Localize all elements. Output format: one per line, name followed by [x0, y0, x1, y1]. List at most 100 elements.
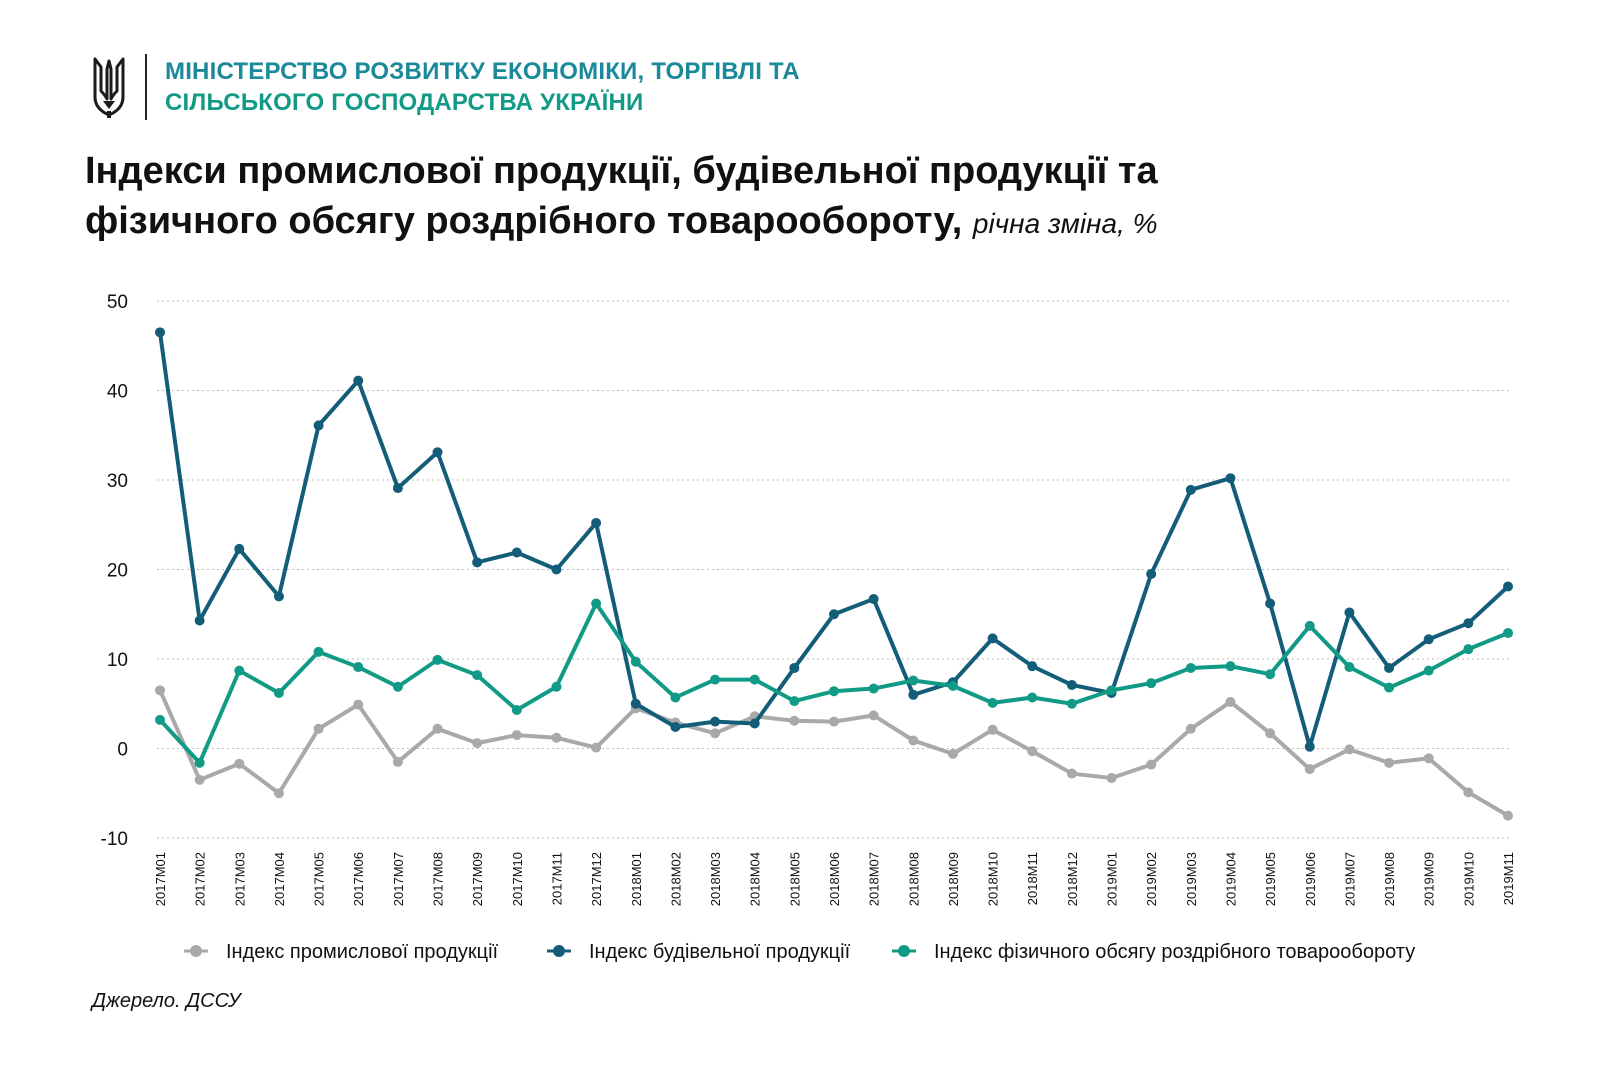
x-tick-label: 2019M07: [1342, 852, 1357, 906]
y-tick-label: 20: [107, 561, 128, 582]
x-tick-label: 2017M08: [431, 852, 446, 906]
x-tick-label: 2018M03: [708, 852, 723, 906]
x-tick-label: 2017M10: [510, 852, 525, 906]
data-point: [1146, 759, 1157, 770]
data-point: [353, 375, 364, 386]
data-point: [789, 715, 800, 726]
x-tick-label: 2019M10: [1461, 852, 1476, 906]
x-tick-label: 2018M09: [946, 852, 961, 906]
x-tick-label: 2018M11: [1025, 852, 1040, 905]
data-point: [1423, 753, 1434, 764]
series-1: [155, 685, 1513, 821]
data-point: [908, 675, 919, 686]
data-point: [551, 732, 562, 743]
x-tick-label: 2019M05: [1263, 852, 1278, 906]
data-point: [591, 598, 602, 609]
data-point: [1304, 764, 1315, 775]
data-point: [1265, 728, 1276, 739]
data-point: [511, 730, 522, 741]
data-point: [1503, 810, 1513, 821]
data-point: [868, 683, 879, 694]
data-point: [234, 543, 245, 554]
title-line-2: фізичного обсягу роздрібного товарооборо…: [85, 196, 1565, 249]
gridlines: [157, 300, 1510, 839]
data-point: [1463, 618, 1474, 629]
x-tick-label: 2019M04: [1223, 852, 1238, 906]
y-tick-label: 50: [107, 292, 128, 313]
data-point: [789, 662, 800, 673]
x-tick-label: 2017M04: [272, 852, 287, 906]
data-point: [987, 724, 998, 735]
x-tick-label: 2018M07: [867, 852, 882, 906]
data-point: [1384, 757, 1395, 768]
y-tick-label: 40: [107, 382, 128, 403]
x-tick-label: 2017M01: [153, 852, 168, 906]
data-point: [1185, 723, 1196, 734]
series-3: [155, 598, 1513, 768]
data-point: [947, 748, 958, 759]
x-tick-label: 2018M12: [1065, 852, 1080, 906]
x-tick-label: 2018M04: [748, 852, 763, 906]
x-tick-label: 2017M12: [589, 852, 604, 906]
x-tick-label: 2019M06: [1303, 852, 1318, 906]
ministry-line-2: СІЛЬСЬКОГО ГОСПОДАРСТВА УКРАЇНИ: [165, 89, 644, 116]
data-point: [313, 646, 324, 657]
data-point: [1503, 628, 1513, 639]
header-divider: [145, 54, 147, 120]
data-point: [1384, 662, 1395, 673]
x-tick-label: 2019M01: [1105, 852, 1120, 906]
legend-item-3: Індекс фізичного обсягу роздрібного това…: [892, 941, 1415, 963]
data-point: [432, 447, 443, 458]
data-point: [947, 680, 958, 691]
legend-label: Індекс будівельної продукції: [589, 941, 851, 963]
data-point: [234, 665, 245, 676]
data-point: [987, 633, 998, 644]
x-tick-label: 2019M09: [1422, 852, 1437, 906]
data-point: [829, 716, 839, 727]
data-point: [1423, 665, 1434, 676]
data-point: [273, 591, 284, 602]
data-point: [1304, 741, 1315, 752]
source-note: Джерело. ДССУ: [92, 990, 241, 1012]
data-point: [749, 674, 760, 685]
data-point: [1027, 661, 1038, 672]
data-point: [1225, 473, 1236, 484]
legend-label: Індекс промислової продукції: [226, 941, 499, 963]
data-point: [234, 758, 245, 769]
data-point: [1463, 787, 1474, 798]
x-tick-label: 2019M03: [1184, 852, 1199, 906]
data-point: [155, 685, 165, 696]
data-point: [472, 670, 483, 681]
data-point: [789, 696, 800, 707]
series-line: [158, 330, 1510, 749]
x-tick-label: 2017M03: [232, 852, 247, 906]
data-point: [1185, 484, 1196, 495]
data-point: [551, 681, 562, 692]
data-point: [1265, 669, 1276, 680]
x-tick-label: 2018M06: [827, 852, 842, 906]
x-axis: 2017M01 2017M02 2017M03 2017M04 2017M05 2017M…: [153, 852, 1516, 906]
x-tick-label: 2017M05: [312, 852, 327, 906]
data-point: [511, 705, 522, 716]
title-line-2-text: фізичного обсягу роздрібного товарооборо…: [85, 200, 963, 242]
data-point: [829, 686, 839, 697]
y-tick-label: 10: [107, 650, 128, 671]
data-point: [591, 517, 602, 528]
data-point: [1225, 661, 1236, 672]
legend: Індекс промислової продукції Індекс будів…: [184, 941, 1415, 963]
data-point: [1027, 746, 1038, 757]
data-point: [472, 557, 483, 568]
data-point: [1384, 682, 1395, 693]
data-point: [630, 698, 641, 709]
data-point: [670, 722, 681, 733]
data-point: [908, 735, 919, 746]
data-point: [1106, 773, 1117, 784]
y-axis: 50 40 30 20 10 0 -10: [101, 292, 128, 850]
data-point: [868, 594, 879, 605]
data-point: [1503, 581, 1513, 592]
data-point: [194, 615, 205, 626]
y-tick-label: -10: [101, 829, 128, 850]
ministry-name: МІНІСТЕРСТВО РОЗВИТКУ ЕКОНОМІКИ, ТОРГІВЛ…: [165, 56, 800, 118]
data-point: [353, 699, 364, 710]
legend-swatch-marker: [553, 945, 565, 957]
